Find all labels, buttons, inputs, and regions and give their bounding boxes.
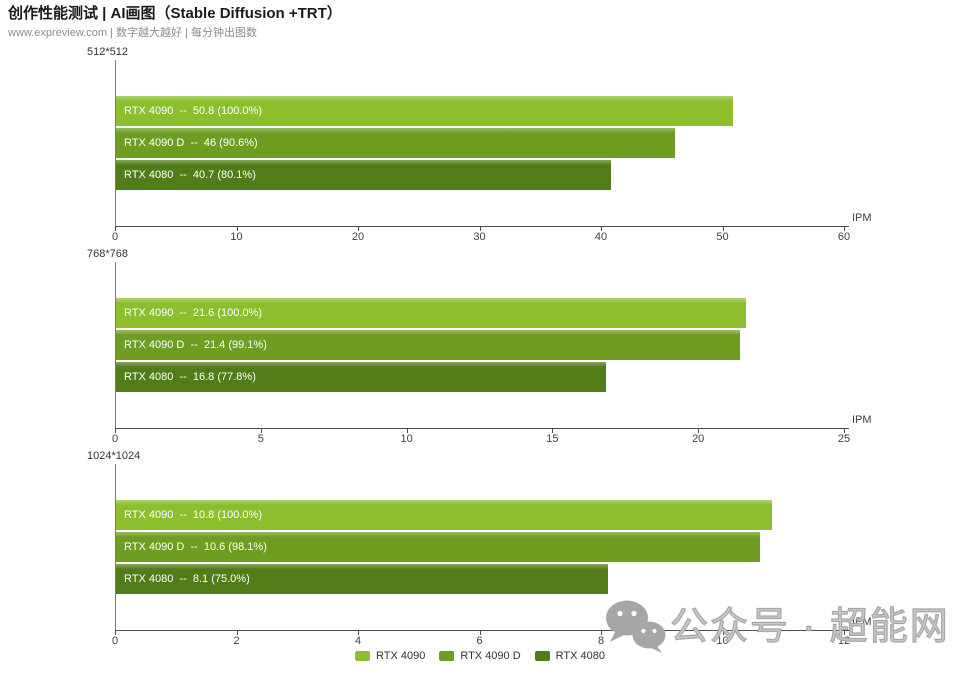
y-axis-line (115, 464, 116, 630)
bar-value-label: RTX 4090 D -- 46 (90.6%) (124, 137, 258, 149)
bars-group: RTX 4090 -- 10.8 (100.0%) RTX 4090 D -- 1… (116, 446, 960, 656)
x-tick-label: 12 (837, 635, 851, 647)
x-tick-label: 50 (716, 231, 729, 243)
resolution-label: 512*512 (87, 46, 128, 58)
axis-unit-label: IPM (852, 414, 872, 426)
x-tick-label: 30 (473, 231, 486, 243)
y-axis-line (115, 262, 116, 428)
x-tick-label: 10 (716, 635, 729, 647)
x-tick (358, 226, 359, 231)
x-tick (479, 630, 481, 635)
x-tick-label: 8 (597, 635, 605, 647)
bars-group: RTX 4090 -- 50.8 (100.0%) RTX 4090 D -- 4… (116, 42, 960, 252)
bar-rtx-4090: RTX 4090 -- 10.8 (100.0%) (116, 500, 773, 530)
x-tick-label: 25 (837, 433, 851, 445)
x-tick-label: 15 (546, 433, 559, 445)
bar-rtx-4080: RTX 4080 -- 16.8 (77.8%) (116, 362, 606, 392)
legend-label: RTX 4090 D (460, 650, 521, 662)
x-tick (406, 428, 408, 433)
x-tick (698, 428, 700, 433)
x-tick (358, 630, 359, 635)
legend-item-rtx-4080: RTX 4080 (534, 650, 605, 662)
resolution-label: 1024*1024 (87, 450, 141, 462)
x-tick-label: 0 (111, 433, 119, 445)
x-tick (844, 630, 845, 635)
bar-rtx-4080: RTX 4080 -- 8.1 (75.0%) (116, 564, 609, 594)
legend-swatch (439, 651, 455, 661)
bar-value-label: RTX 4090 -- 10.8 (100.0%) (124, 509, 262, 521)
x-tick (722, 226, 724, 231)
x-tick (260, 428, 262, 433)
x-tick (115, 226, 116, 231)
x-tick (479, 226, 481, 231)
legend-swatch (355, 651, 370, 661)
bar-rtx-4090-d: RTX 4090 D -- 21.4 (99.1%) (116, 330, 740, 360)
x-tick-label: 10 (230, 231, 243, 243)
x-tick (844, 428, 845, 433)
axis-unit-label: IPM (852, 212, 872, 224)
page-subtitle: www.expreview.com | 数字越大越好 | 每分钟出图数 (8, 27, 257, 39)
x-tick (601, 630, 602, 635)
x-tick (722, 630, 724, 635)
bars-group: RTX 4090 -- 21.6 (100.0%) RTX 4090 D -- 2… (116, 244, 960, 454)
legend: RTX 4090 RTX 4090 D RTX 4080 (0, 650, 960, 662)
x-tick-label: 40 (594, 231, 608, 243)
x-tick-label: 60 (837, 231, 851, 243)
x-axis-line (115, 630, 849, 631)
x-tick-label: 0 (111, 231, 119, 243)
bar-value-label: RTX 4090 -- 21.6 (100.0%) (124, 307, 262, 319)
bar-value-label: RTX 4090 -- 50.8 (100.0%) (124, 105, 262, 117)
bar-value-label: RTX 4080 -- 40.7 (80.1%) (124, 169, 256, 181)
chart-1024*1024: 1024*1024 RTX 4090 -- 10.8 (100.0%) RTX 4… (0, 446, 960, 656)
bar-rtx-4090: RTX 4090 -- 21.6 (100.0%) (116, 298, 746, 328)
x-tick-label: 5 (257, 433, 264, 445)
x-tick-label: 20 (692, 433, 705, 445)
legend-swatch (534, 651, 550, 661)
axis-unit-label: IPM (852, 616, 872, 628)
x-axis-line (115, 226, 849, 227)
x-tick (236, 226, 238, 231)
x-tick (236, 630, 238, 635)
bar-rtx-4090-d: RTX 4090 D -- 10.6 (98.1%) (116, 532, 760, 562)
x-tick-label: 4 (354, 635, 362, 647)
chart-768*768: 768*768 RTX 4090 -- 21.6 (100.0%) RTX 409… (0, 244, 960, 454)
x-tick-label: 0 (111, 635, 119, 647)
x-tick (552, 428, 554, 433)
x-tick (844, 226, 845, 231)
x-tick (601, 226, 602, 231)
chart-512*512: 512*512 RTX 4090 -- 50.8 (100.0%) RTX 409… (0, 42, 960, 252)
x-axis-line (115, 428, 849, 429)
bar-value-label: RTX 4080 -- 8.1 (75.0%) (124, 573, 250, 585)
x-tick-label: 20 (351, 231, 365, 243)
bar-rtx-4080: RTX 4080 -- 40.7 (80.1%) (116, 160, 611, 190)
x-tick-label: 2 (233, 635, 240, 647)
legend-label: RTX 4080 (555, 650, 605, 662)
x-tick (115, 428, 116, 433)
x-tick-label: 6 (476, 635, 483, 647)
bar-value-label: RTX 4080 -- 16.8 (77.8%) (124, 371, 256, 383)
legend-item-rtx-4090: RTX 4090 (355, 650, 425, 662)
legend-label: RTX 4090 (376, 650, 426, 662)
bar-rtx-4090: RTX 4090 -- 50.8 (100.0%) (116, 96, 734, 126)
bar-rtx-4090-d: RTX 4090 D -- 46 (90.6%) (116, 128, 675, 158)
bar-value-label: RTX 4090 D -- 10.6 (98.1%) (124, 541, 267, 553)
bar-value-label: RTX 4090 D -- 21.4 (99.1%) (124, 339, 267, 351)
resolution-label: 768*768 (87, 248, 128, 260)
x-tick-label: 10 (400, 433, 413, 445)
y-axis-line (115, 60, 116, 226)
x-tick (115, 630, 116, 635)
page-title: 创作性能测试 | AI画图（Stable Diffusion +TRT） (8, 5, 342, 22)
legend-item-rtx-4090-d: RTX 4090 D (439, 650, 521, 662)
